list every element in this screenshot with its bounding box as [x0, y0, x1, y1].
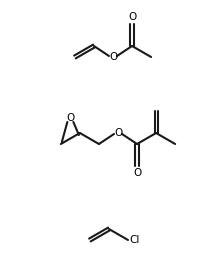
Text: Cl: Cl [130, 235, 140, 245]
Text: O: O [66, 113, 75, 123]
Text: O: O [114, 128, 122, 138]
Text: O: O [109, 52, 117, 62]
Text: O: O [128, 12, 136, 22]
Text: O: O [133, 168, 141, 178]
